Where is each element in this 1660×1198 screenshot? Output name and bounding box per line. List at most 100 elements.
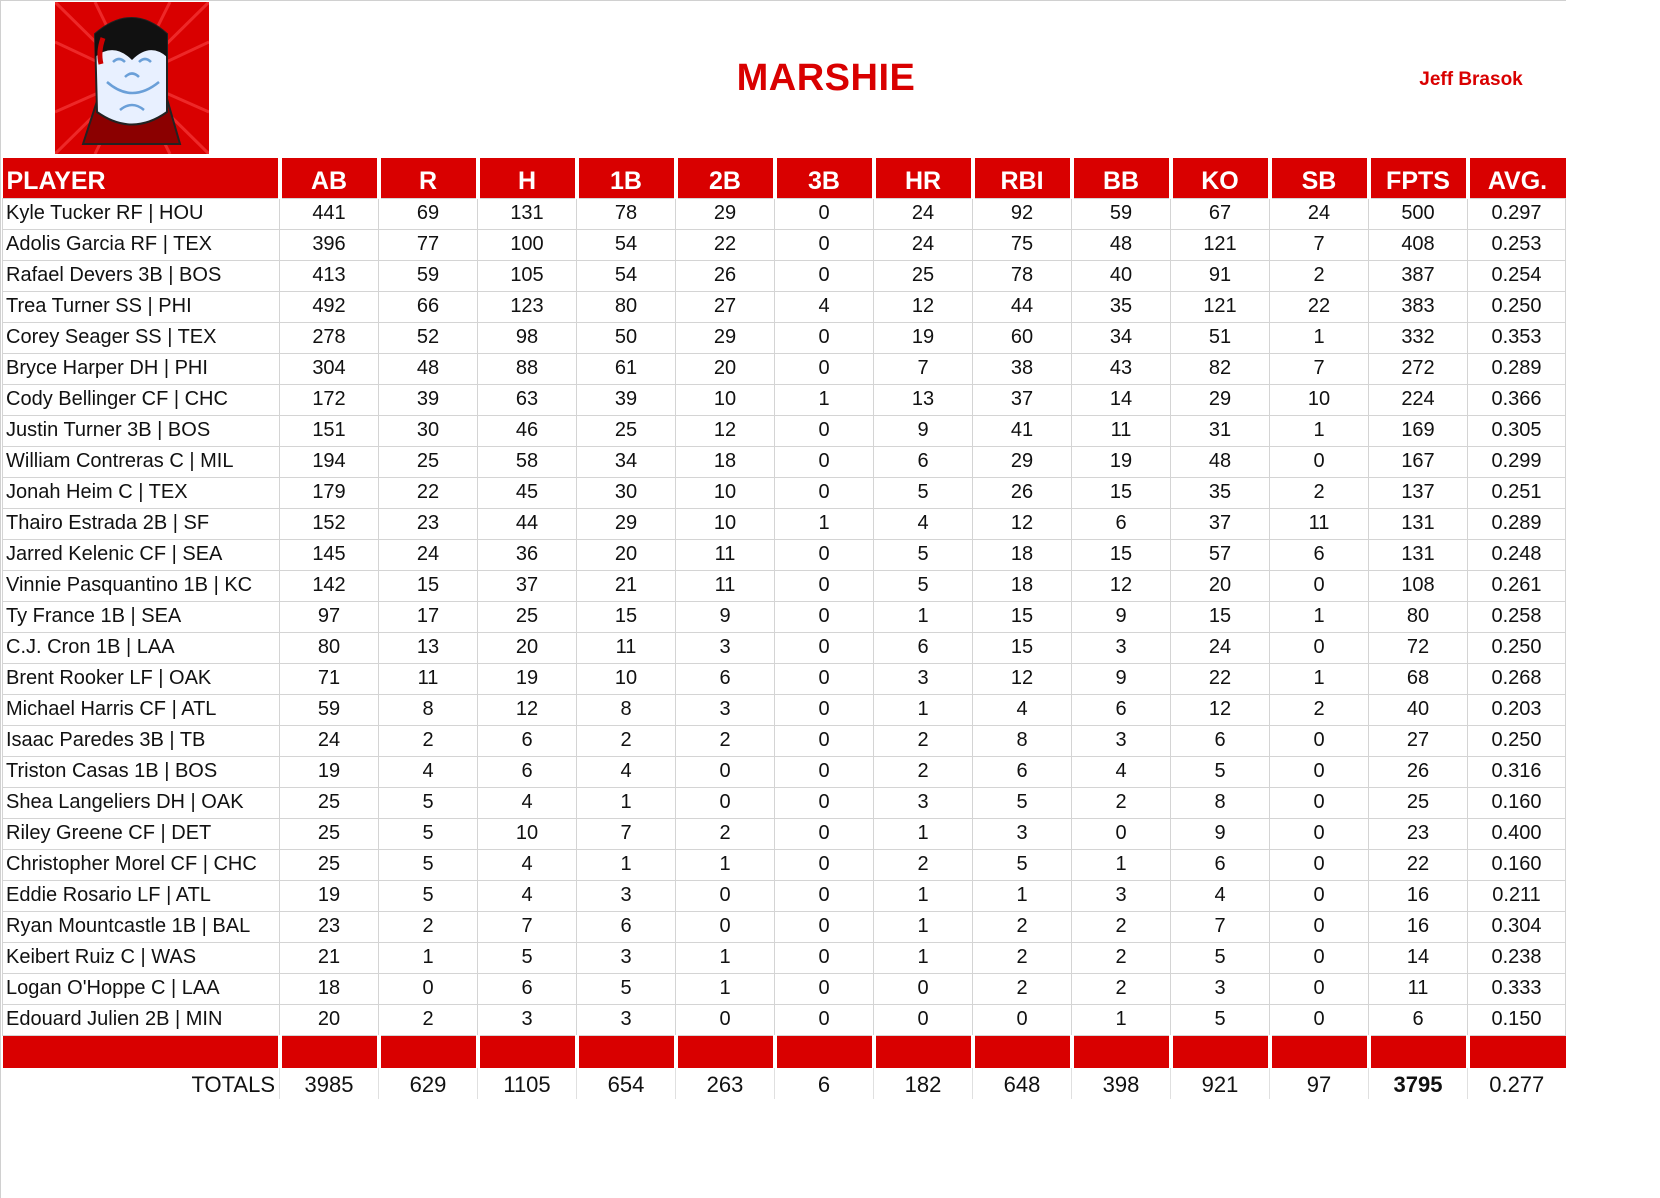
total-h: 1105	[477, 1068, 577, 1099]
stat-cell-r: 69	[378, 197, 478, 230]
stat-cell-sb: 1	[1269, 662, 1369, 695]
stat-cell-avg: 0.366	[1467, 383, 1566, 416]
stat-cell-h: 6	[477, 724, 577, 757]
player-row: Justin Turner 3B | BOS 151 30 46 25 12 0 9 41 11 3…	[2, 414, 1566, 447]
stat-cell-bb: 48	[1071, 228, 1171, 261]
stat-cell-3b: 0	[774, 600, 874, 633]
separator-cell	[475, 1035, 577, 1068]
stat-cell-2b: 11	[675, 538, 775, 571]
player-name-cell: Michael Harris CF | ATL	[2, 693, 280, 726]
stat-cell-sb: 0	[1269, 445, 1369, 478]
stat-cell-fpts: 137	[1368, 476, 1468, 509]
stat-cell-r: 48	[378, 352, 478, 385]
stat-cell-ko: 57	[1170, 538, 1270, 571]
stat-cell-fpts: 80	[1368, 600, 1468, 633]
stat-cell-r: 77	[378, 228, 478, 261]
stat-cell-sb: 1	[1269, 414, 1369, 447]
stat-cell-r: 30	[378, 414, 478, 447]
stat-cell-r: 5	[378, 848, 478, 881]
stat-cell-3b: 0	[774, 631, 874, 664]
stat-cell-1b: 34	[576, 445, 676, 478]
stat-cell-fpts: 387	[1368, 259, 1468, 292]
total-ko: 921	[1170, 1068, 1270, 1099]
stat-cell-avg: 0.400	[1467, 817, 1566, 850]
total-2b: 263	[675, 1068, 775, 1099]
stat-cell-r: 59	[378, 259, 478, 292]
stat-cell-ko: 22	[1170, 662, 1270, 695]
stat-cell-avg: 0.304	[1467, 910, 1566, 943]
player-name-cell: Rafael Devers 3B | BOS	[2, 259, 280, 292]
stat-cell-fpts: 108	[1368, 569, 1468, 602]
separator-cell	[277, 1035, 379, 1068]
stat-cell-rbi: 5	[972, 786, 1072, 819]
player-name-cell: Jarred Kelenic CF | SEA	[2, 538, 280, 571]
stat-cell-rbi: 5	[972, 848, 1072, 881]
player-row: Vinnie Pasquantino 1B | KC 142 15 37 21 11 0 5 1…	[2, 569, 1566, 602]
stat-cell-h: 105	[477, 259, 577, 292]
stat-cell-3b: 0	[774, 817, 874, 850]
stat-cell-3b: 0	[774, 476, 874, 509]
player-row: Jarred Kelenic CF | SEA 145 24 36 20 11 0 5 18 15…	[2, 538, 1566, 571]
stat-cell-hr: 2	[873, 848, 973, 881]
stat-cell-sb: 0	[1269, 1003, 1369, 1036]
stat-cell-3b: 0	[774, 569, 874, 602]
stat-cell-1b: 6	[576, 910, 676, 943]
player-row: Rafael Devers 3B | BOS 413 59 105 54 26 0 25 78 4…	[2, 259, 1566, 292]
player-name-cell: Justin Turner 3B | BOS	[2, 414, 280, 447]
stat-cell-1b: 3	[576, 941, 676, 974]
column-header-3b: 3B	[772, 158, 874, 198]
stat-cell-ko: 15	[1170, 600, 1270, 633]
player-row: Ty France 1B | SEA 97 17 25 15 9 0 1 15 9 15 1 80 0.2…	[2, 600, 1566, 633]
stat-cell-r: 5	[378, 879, 478, 912]
stat-cell-1b: 30	[576, 476, 676, 509]
separator-cell	[970, 1035, 1072, 1068]
stat-cell-rbi: 29	[972, 445, 1072, 478]
stat-cell-r: 5	[378, 786, 478, 819]
stat-cell-r: 2	[378, 1003, 478, 1036]
separator-cell	[2, 1035, 280, 1068]
player-name-cell: Riley Greene CF | DET	[2, 817, 280, 850]
separator-cell	[1366, 1035, 1468, 1068]
stat-cell-fpts: 72	[1368, 631, 1468, 664]
stat-cell-rbi: 3	[972, 817, 1072, 850]
stat-cell-sb: 0	[1269, 724, 1369, 757]
stat-cell-3b: 0	[774, 197, 874, 230]
stat-cell-ko: 121	[1170, 228, 1270, 261]
stat-cell-avg: 0.203	[1467, 693, 1566, 726]
player-name-cell: Cody Bellinger CF | CHC	[2, 383, 280, 416]
stat-cell-sb: 11	[1269, 507, 1369, 540]
stat-cell-fpts: 383	[1368, 290, 1468, 323]
stat-cell-bb: 4	[1071, 755, 1171, 788]
stat-cell-r: 15	[378, 569, 478, 602]
stat-cell-ab: 413	[279, 259, 379, 292]
player-row: Triston Casas 1B | BOS 19 4 6 4 0 0 2 6 4 5 0 26 0.31…	[2, 755, 1566, 788]
stat-cell-avg: 0.160	[1467, 848, 1566, 881]
stat-cell-ab: 21	[279, 941, 379, 974]
stat-cell-r: 17	[378, 600, 478, 633]
stat-cell-h: 100	[477, 228, 577, 261]
column-header-2b: 2B	[673, 158, 775, 198]
stat-cell-2b: 0	[675, 910, 775, 943]
stat-cell-ko: 91	[1170, 259, 1270, 292]
player-row: Cody Bellinger CF | CHC 172 39 63 39 10 1 13 37 1…	[2, 383, 1566, 416]
stat-cell-rbi: 2	[972, 910, 1072, 943]
stat-cell-1b: 78	[576, 197, 676, 230]
stat-cell-2b: 3	[675, 631, 775, 664]
separator-cell	[1465, 1035, 1566, 1068]
stat-cell-avg: 0.258	[1467, 600, 1566, 633]
stat-cell-h: 6	[477, 972, 577, 1005]
stat-cell-hr: 1	[873, 910, 973, 943]
stat-cell-rbi: 8	[972, 724, 1072, 757]
roster-sheet: MARSHIE Jeff Brasok PLAYER AB R H 1B 2B 3B HR RB…	[0, 0, 1566, 1198]
stat-cell-fpts: 408	[1368, 228, 1468, 261]
stat-cell-avg: 0.248	[1467, 538, 1566, 571]
player-row: Brent Rooker LF | OAK 71 11 19 10 6 0 3 12 9 22 1 68…	[2, 662, 1566, 695]
stat-cell-avg: 0.150	[1467, 1003, 1566, 1036]
player-name-cell: Brent Rooker LF | OAK	[2, 662, 280, 695]
stat-cell-rbi: 26	[972, 476, 1072, 509]
column-header-r: R	[376, 158, 478, 198]
player-row: Ryan Mountcastle 1B | BAL 23 2 7 6 0 0 1 2 2 7 0 16 0…	[2, 910, 1566, 943]
stat-cell-ko: 4	[1170, 879, 1270, 912]
stat-cell-2b: 26	[675, 259, 775, 292]
stat-cell-r: 8	[378, 693, 478, 726]
